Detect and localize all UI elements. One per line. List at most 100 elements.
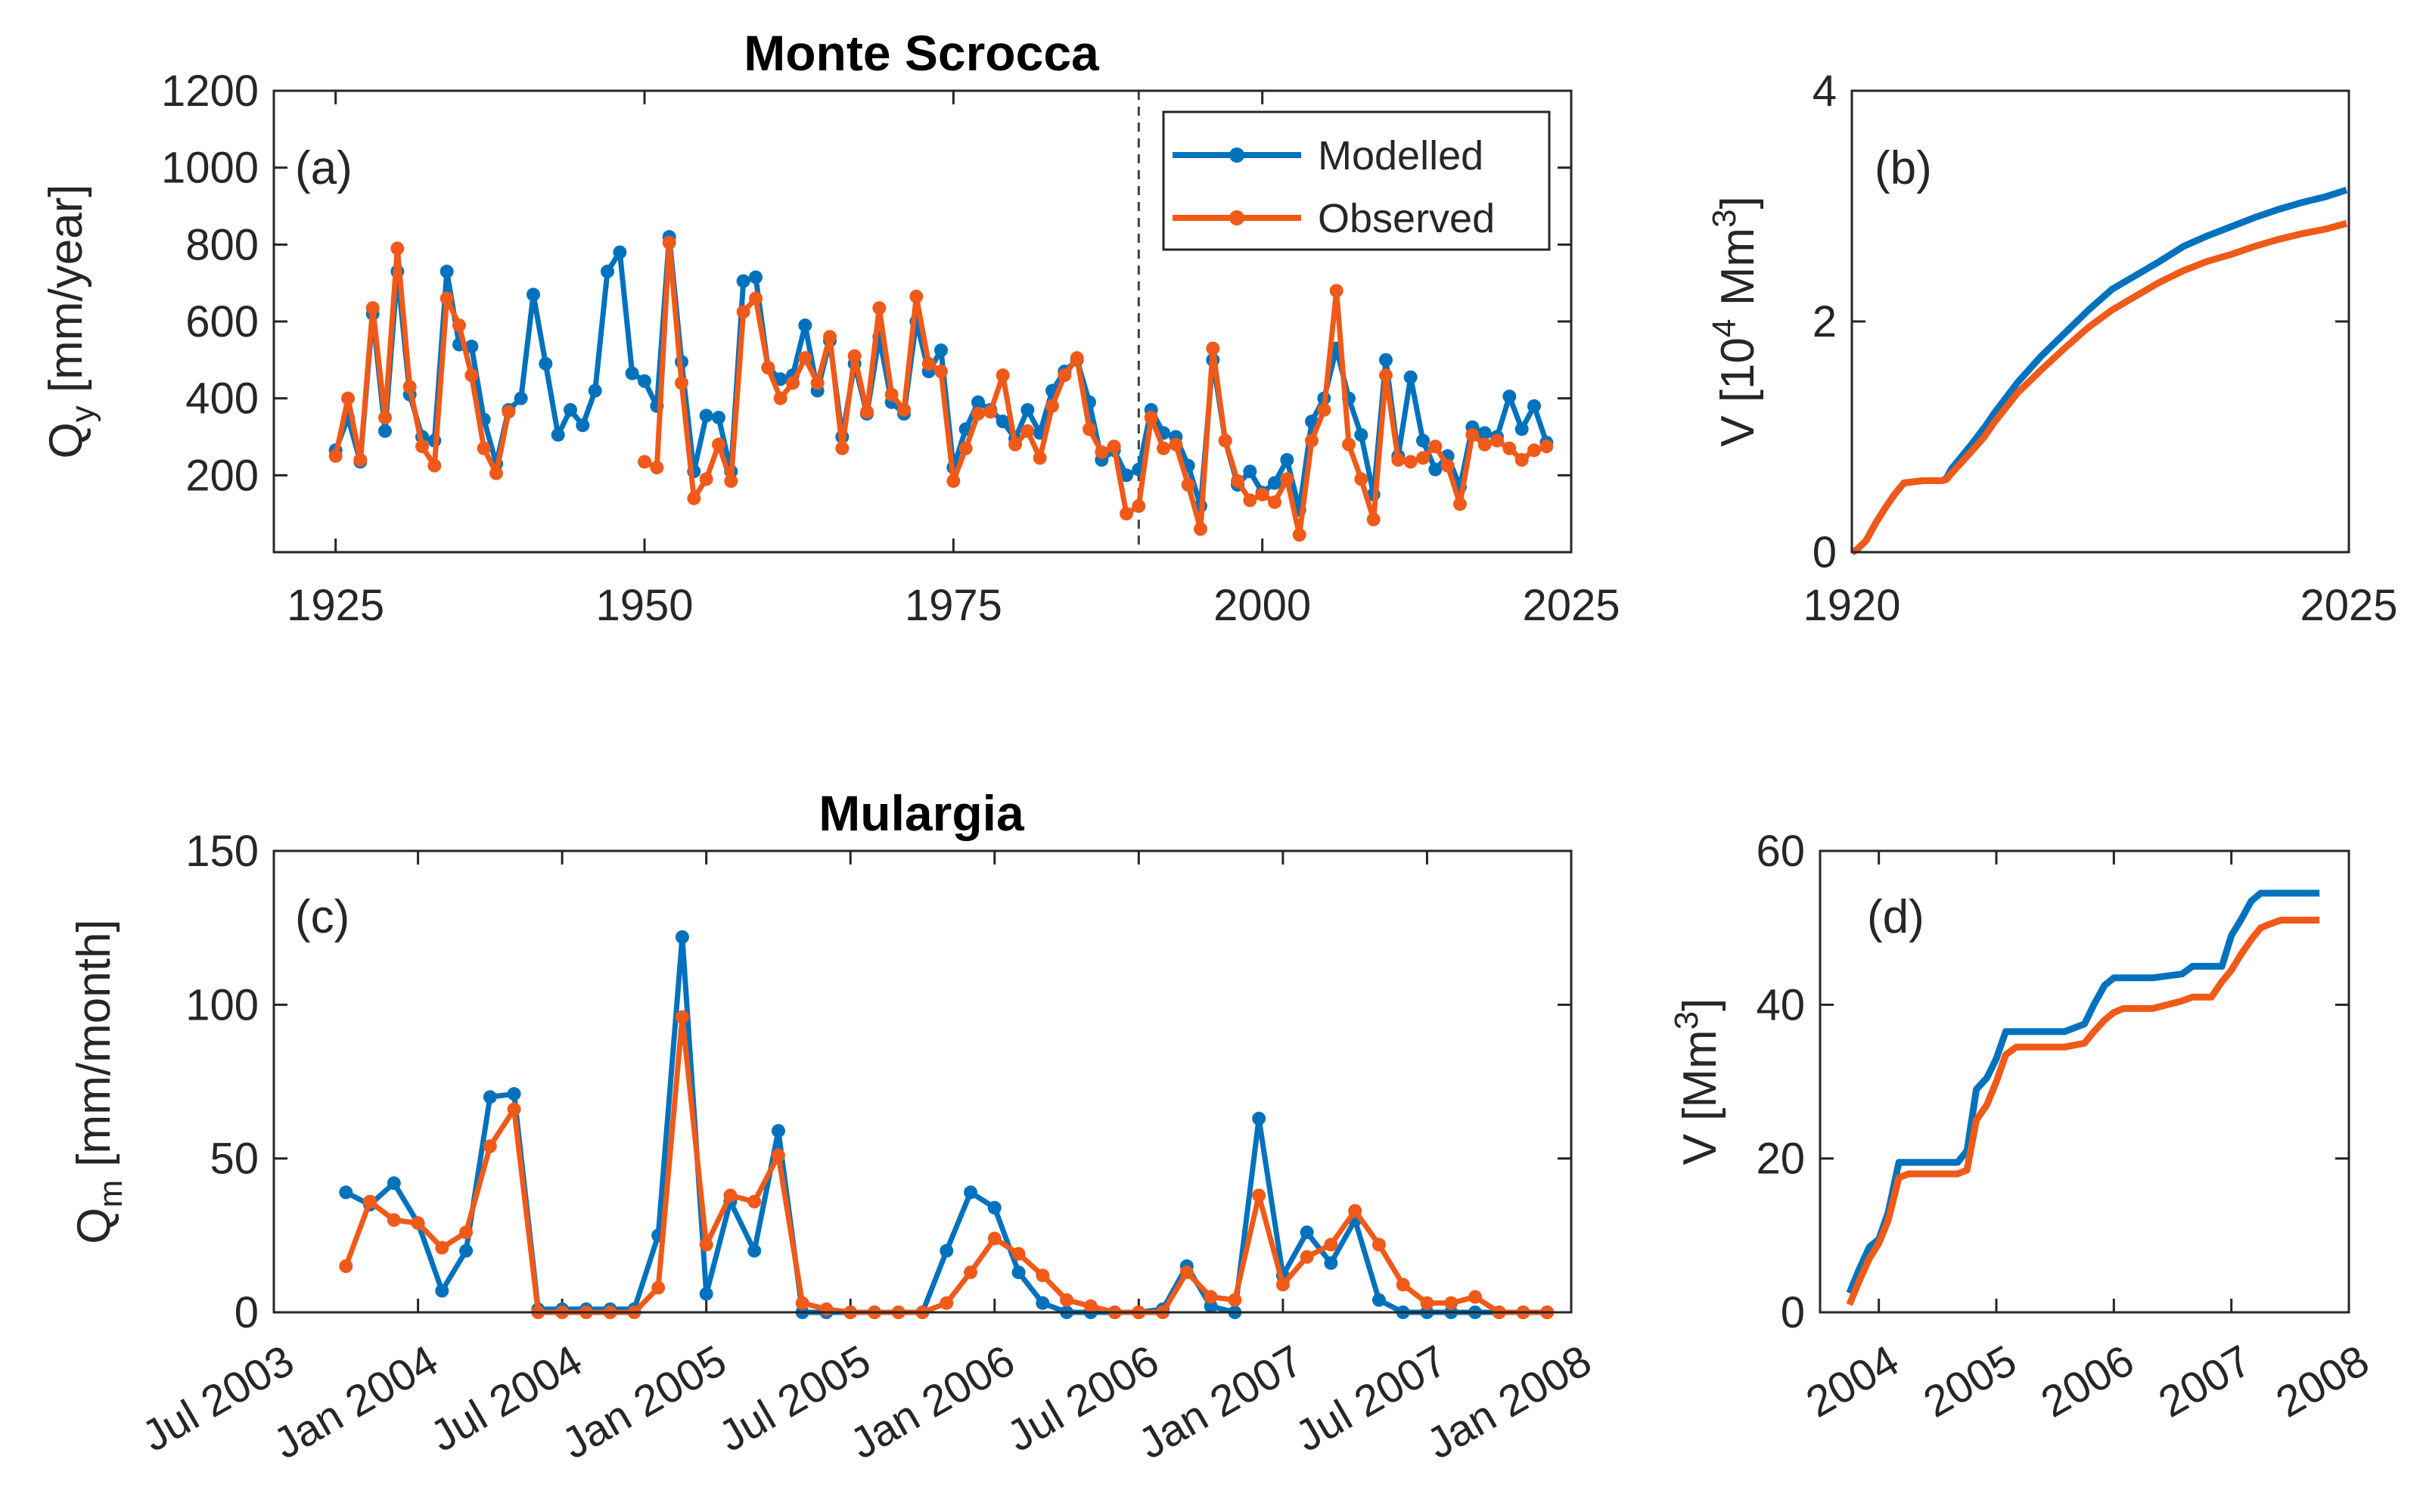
data-point-modelled	[1324, 1256, 1338, 1270]
data-point-observed	[1218, 433, 1232, 448]
panel-d-label: (d)	[1867, 891, 1924, 943]
x-tick-label: Jan 2006	[842, 1336, 1023, 1469]
series-line-observed	[1846, 917, 2320, 1306]
y-tick-label: 600	[185, 297, 259, 346]
panel-c-plot-area	[339, 930, 1555, 1319]
data-point-observed	[819, 1302, 834, 1316]
data-point-observed	[1060, 1293, 1074, 1307]
data-point-modelled	[339, 1185, 353, 1200]
data-point-modelled	[1403, 370, 1418, 384]
series-line-modelled	[1846, 890, 2320, 1295]
data-point-observed	[1403, 455, 1418, 469]
data-point-observed	[363, 1194, 377, 1209]
data-point-modelled	[1514, 422, 1529, 436]
data-point-modelled	[1011, 1265, 1026, 1280]
data-point-observed	[1416, 451, 1430, 465]
series-line-observed	[1850, 220, 2348, 556]
data-point-modelled	[1527, 399, 1541, 413]
panel-a-legend-box	[1162, 110, 1551, 251]
data-point-observed	[687, 491, 701, 505]
data-point-modelled	[798, 318, 812, 333]
panel-d-mulargia-cumulative-volume: 0 20 40 60 2004 2005 2006 2007 2008 (d) V [Mm3]	[1668, 827, 2377, 1427]
data-point-observed	[1231, 473, 1244, 488]
panel-c-axes-frame	[272, 849, 1573, 1314]
panel-b-plot-area	[1850, 186, 2348, 556]
data-point-observed	[1008, 437, 1022, 452]
data-point-observed	[1255, 487, 1269, 501]
x-tick-label: 2006	[2033, 1336, 2142, 1427]
data-point-observed	[675, 1010, 689, 1024]
data-point-observed	[1011, 1247, 1026, 1261]
data-point-modelled	[387, 1176, 401, 1191]
legend-modelled-label: Modelled	[1318, 133, 1483, 179]
data-point-modelled	[964, 1185, 978, 1200]
data-point-observed	[1527, 443, 1541, 458]
data-point-modelled	[1477, 426, 1492, 440]
y-tick-label: 400	[185, 374, 259, 424]
data-point-observed	[823, 330, 837, 344]
panel-b-y-axis-label: V [104 Mm3]	[1706, 196, 1764, 447]
data-point-observed	[1268, 495, 1281, 509]
data-point-observed	[1033, 451, 1047, 465]
data-point-observed	[761, 361, 775, 374]
x-tick-label: Jan 2007	[1130, 1336, 1311, 1469]
data-point-modelled	[613, 245, 627, 259]
data-point-modelled	[576, 418, 590, 433]
data-point-observed	[1070, 351, 1084, 365]
data-point-modelled	[1379, 352, 1393, 367]
data-point-observed	[1391, 453, 1406, 467]
panel-a-y-axis-label: Qy [mm/year]	[40, 184, 101, 458]
data-point-observed	[1204, 1290, 1218, 1304]
data-point-modelled	[1428, 462, 1443, 477]
y-tick-label: 40	[1756, 980, 1805, 1029]
data-point-observed	[1083, 422, 1096, 436]
y-tick-label: 0	[1813, 528, 1837, 577]
data-point-observed	[884, 387, 899, 402]
panel-b-label: (b)	[1875, 142, 1932, 194]
data-point-observed	[958, 441, 973, 455]
y-tick-label: 150	[185, 827, 259, 876]
data-point-observed	[339, 1259, 353, 1273]
data-point-modelled	[464, 340, 479, 354]
data-point-observed	[1020, 424, 1035, 438]
data-point-modelled	[625, 366, 639, 380]
data-point-observed	[921, 356, 936, 371]
data-point-modelled	[638, 374, 651, 388]
data-point-observed	[964, 1265, 978, 1280]
data-point-observed	[1502, 441, 1517, 455]
data-point-observed	[452, 318, 466, 333]
panel-d-axes-frame	[1819, 849, 2350, 1314]
panel-c-y-axis-label: Qm [mm/month]	[68, 919, 129, 1243]
data-point-observed	[1420, 1296, 1434, 1310]
data-point-modelled	[601, 264, 614, 278]
data-point-modelled	[1280, 453, 1294, 467]
data-point-observed	[835, 441, 850, 455]
data-point-modelled	[588, 383, 602, 398]
panel-a-plot-area	[328, 91, 1554, 552]
y-tick-label: 0	[235, 1288, 259, 1337]
data-point-observed	[872, 301, 887, 315]
series-line-observed	[333, 240, 1548, 538]
data-point-observed	[1539, 439, 1554, 454]
data-point-modelled	[934, 343, 948, 358]
data-point-modelled	[539, 356, 553, 371]
panel-b-ticks: 0 2 4 1920 2025	[1803, 67, 2397, 630]
data-point-observed	[747, 1194, 762, 1209]
data-point-modelled	[1243, 464, 1257, 479]
data-point-observed	[1453, 497, 1467, 511]
data-point-observed	[1045, 399, 1059, 413]
data-point-observed	[1354, 472, 1368, 486]
y-tick-label: 800	[185, 220, 259, 269]
data-point-observed	[795, 1296, 809, 1310]
data-point-observed	[378, 411, 392, 425]
data-point-observed	[1275, 1278, 1290, 1292]
data-point-observed	[699, 472, 713, 486]
data-point-observed	[341, 391, 355, 405]
data-point-modelled	[527, 287, 540, 302]
y-tick-label: 4	[1813, 67, 1837, 116]
panel-d-plot-area	[1846, 890, 2320, 1306]
data-point-observed	[1348, 1203, 1362, 1218]
panel-a-title: Monte Scrocca	[744, 25, 1100, 81]
data-point-modelled	[1300, 1225, 1314, 1240]
